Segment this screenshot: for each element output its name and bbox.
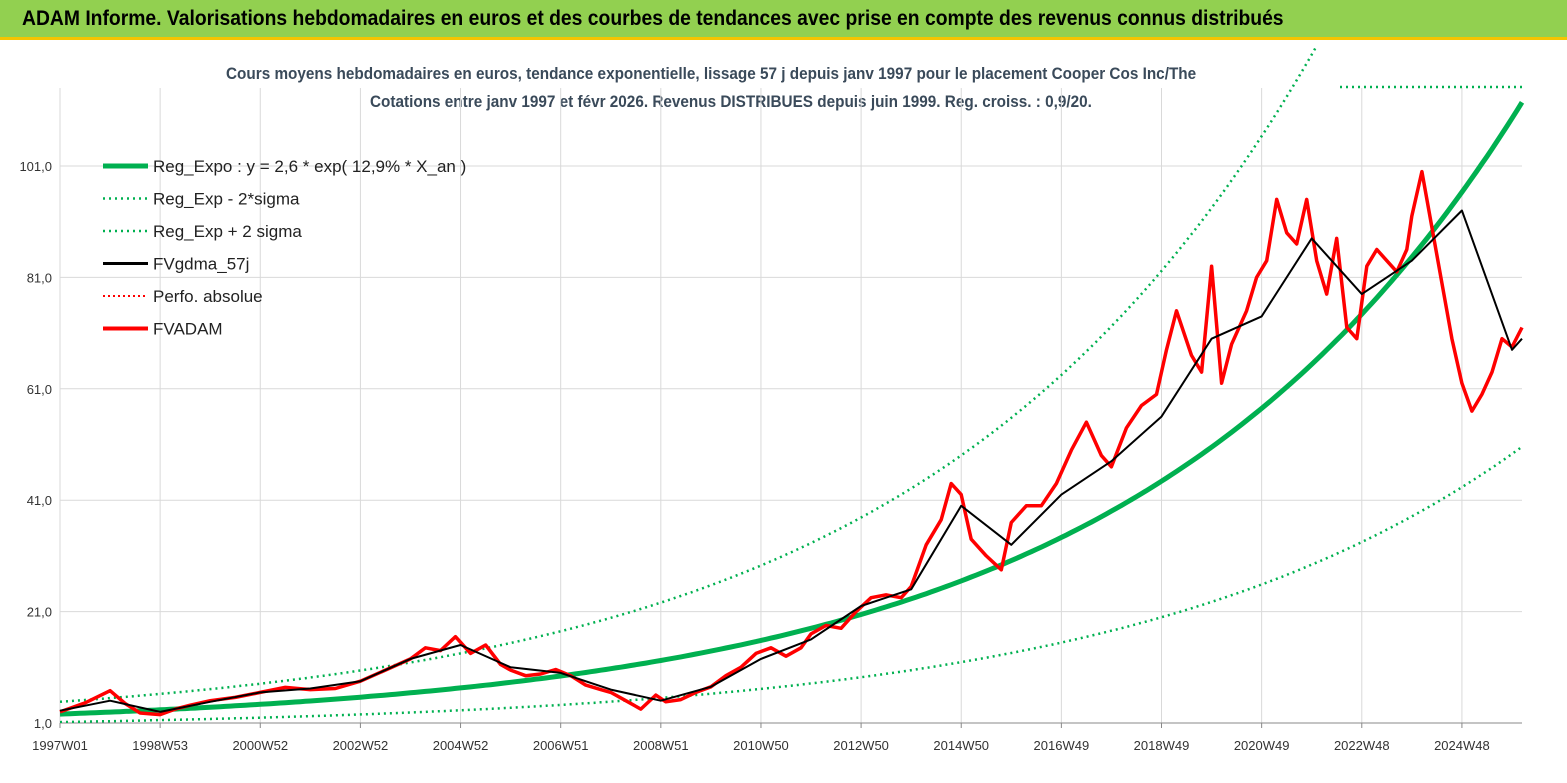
x-tick-label: 2024W48 [1434,738,1490,753]
x-tick-label: 2018W49 [1134,738,1190,753]
y-tick-label: 1,0 [34,716,52,731]
y-tick-label: 101,0 [19,159,52,174]
legend-label: FVADAM [153,320,223,339]
x-tick-label: 2006W51 [533,738,589,753]
chart-area: Cours moyens hebdomadaires en euros, ten… [0,40,1567,783]
legend-label: Perfo. absolue [153,287,263,306]
y-tick-label: 81,0 [27,270,52,285]
y-tick-label: 61,0 [27,382,52,397]
chart-title: Cours moyens hebdomadaires en euros, ten… [226,64,1197,83]
fvadam-line [59,169,1524,717]
legend-label: Reg_Exp + 2 sigma [153,222,302,241]
x-tick-label: 2004W52 [433,738,489,753]
x-tick-label: 2010W50 [733,738,789,753]
x-tick-label: 2020W49 [1234,738,1290,753]
x-tick-label: 2002W52 [333,738,389,753]
x-tick-label: 1997W01 [32,738,88,753]
legend-label: Reg_Exp - 2*sigma [153,190,300,209]
legend-label: Reg_Expo : y = 2,6 * exp( 12,9% * X_an ) [153,157,466,176]
reg-expo-line [60,100,1525,717]
x-tick-label: 2016W49 [1034,738,1090,753]
header-bar: ADAM Informe. Valorisations hebdomadaire… [0,0,1567,40]
x-tick-label: 2022W48 [1334,738,1390,753]
reg-minus-2sigma-line [60,445,1523,723]
reg-plus-2sigma-line [60,48,1317,704]
y-tick-label: 21,0 [27,605,52,620]
chart-plot: 1,0 21,0 41,0 61,0 81,0 101,0 1997W01 1998W53 20… [19,48,1525,753]
x-tick-label: 2014W50 [933,738,989,753]
x-tick-label: 2012W50 [833,738,889,753]
x-tick-label: 2008W51 [633,738,689,753]
fvgdma-line [59,209,1523,713]
chart-subtitle: Cotations entre janv 1997 et févr 2026. … [370,92,1092,111]
header-title: ADAM Informe. Valorisations hebdomadaire… [22,7,1284,30]
legend-label: FVgdma_57j [153,255,249,274]
x-tick-label: 1998W53 [132,738,188,753]
y-tick-label: 41,0 [27,493,52,508]
x-tick-label: 2000W52 [232,738,288,753]
